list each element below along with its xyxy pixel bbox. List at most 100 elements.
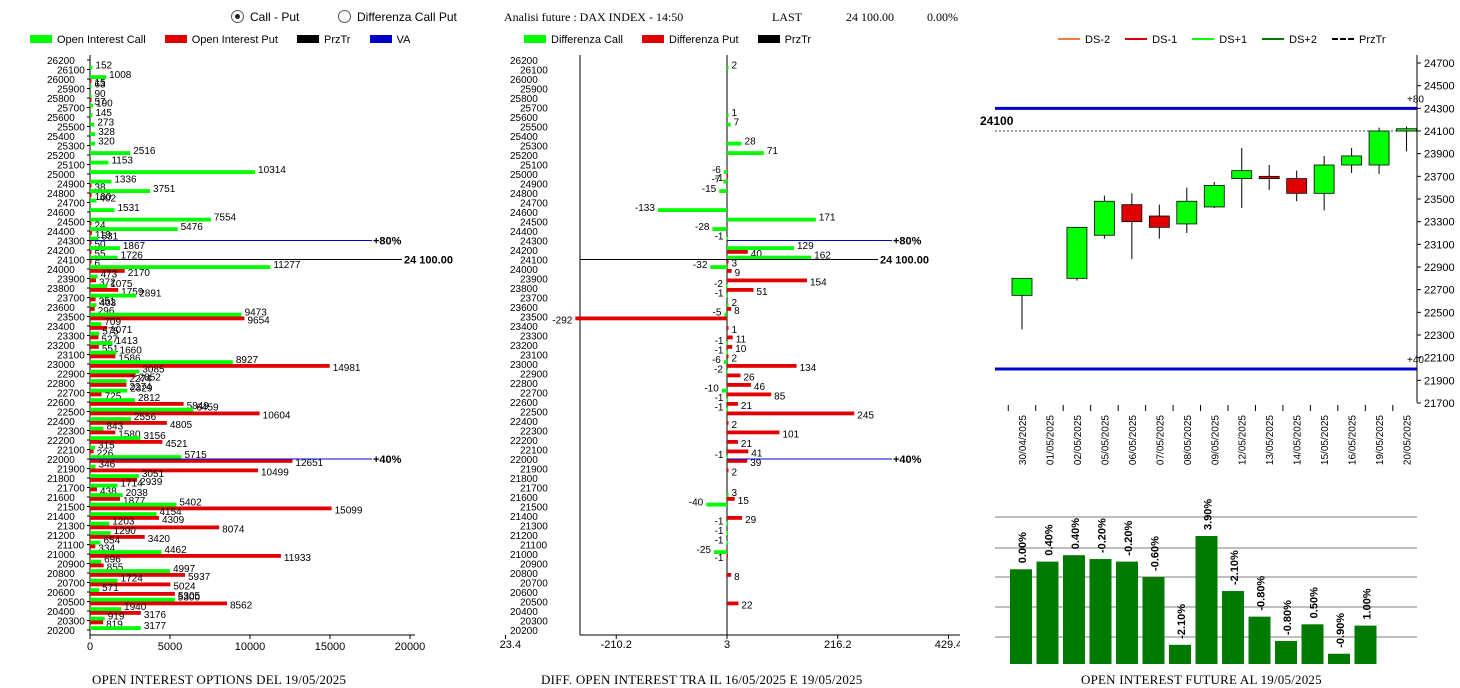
y-tick-label: 24200	[47, 246, 75, 257]
y-tick-label: 21900	[520, 465, 548, 476]
call-value-label: 3156	[143, 431, 166, 442]
price-line-label: 24100	[980, 114, 1014, 128]
call-value-label: 402	[99, 194, 116, 205]
call-value-label: 8927	[236, 355, 259, 366]
put-bar	[90, 601, 227, 606]
put-bar	[90, 250, 92, 254]
call-value-label: 10314	[258, 165, 286, 176]
diff-put-label: 3	[732, 259, 738, 270]
put-bar	[90, 364, 330, 368]
diff-call-label: -1	[715, 517, 724, 528]
price-tick-label: 23300	[1424, 217, 1455, 229]
y-tick-label: 25100	[57, 161, 85, 172]
y-tick-label: 23900	[57, 275, 85, 286]
put-value-label: 5305	[178, 591, 201, 602]
y-tick-label: 22500	[520, 408, 548, 419]
put-bar	[90, 430, 116, 435]
put-bar	[90, 611, 141, 615]
call-bar	[90, 265, 271, 269]
put-bar	[90, 307, 95, 311]
candle-down	[1148, 215, 1170, 228]
y-tick-label: 25700	[57, 104, 85, 115]
y-tick-label: 25100	[520, 161, 548, 172]
put-bar	[90, 468, 258, 473]
diff-call-bar	[727, 151, 764, 155]
diff-call-bar	[723, 179, 727, 184]
diff-put-label: 21	[741, 439, 753, 450]
legend-left: Open Interest Call Open Interest Put Prz…	[30, 33, 410, 47]
put-bar	[90, 269, 125, 273]
diff-put-bar	[727, 468, 729, 473]
legend-item-ds-1: DS-1	[1125, 34, 1177, 46]
pct-bar	[1222, 591, 1244, 664]
call-value-label: 5476	[181, 222, 204, 233]
call-value-label: 4462	[164, 545, 187, 556]
diff-put-bar	[727, 449, 749, 454]
call-bar	[90, 303, 97, 307]
diff-put-label: 51	[756, 287, 768, 298]
call-bar	[90, 398, 135, 402]
pct-bar	[1301, 624, 1324, 664]
diff-put-bar	[727, 354, 729, 359]
put-value-label: 11933	[284, 553, 312, 564]
diff-put-label: 40	[751, 249, 763, 260]
candle-up	[1176, 200, 1198, 225]
diff-call-label: -1	[715, 403, 724, 414]
diff-put-label: 26	[744, 373, 756, 384]
candle-up	[1396, 128, 1417, 132]
y-tick-label: 21400	[47, 512, 75, 523]
pct-bar	[1063, 555, 1085, 664]
call-bar	[90, 597, 175, 602]
put-value-label: 4805	[170, 420, 193, 431]
pct-label: 0.00%	[1017, 532, 1029, 563]
diff-put-label: 2	[732, 354, 738, 365]
call-value-label: 1336	[114, 175, 137, 186]
date-tick-label: 02/05/2025	[1073, 415, 1084, 465]
y-tick-label: 25400	[47, 132, 75, 143]
diff-call-label: -133	[635, 203, 655, 214]
diff-put-bar	[727, 497, 735, 501]
y-tick-label: 20300	[57, 617, 85, 628]
diff-call-bar	[721, 388, 727, 393]
open-interest-diff-chart: 2620026100260002590025800257002560025500…	[500, 55, 960, 651]
date-tick-label: 07/05/2025	[1155, 415, 1166, 465]
put-bar	[90, 497, 121, 501]
diff-put-label: 15	[738, 496, 750, 507]
put-bar	[90, 554, 281, 558]
put-bar	[90, 193, 92, 197]
pct-label: 0.40%	[1044, 524, 1056, 555]
call-value-label: 273	[97, 118, 114, 129]
y-tick-label: 20700	[57, 579, 85, 590]
date-tick-label: 12/05/2025	[1238, 415, 1249, 465]
date-tick-label: 08/05/2025	[1183, 415, 1194, 465]
diff-put-bar	[727, 269, 732, 273]
diff-put-bar	[727, 326, 729, 330]
y-tick-label: 20500	[520, 598, 548, 609]
radio-call-put[interactable]: Call - Put	[231, 8, 299, 26]
put-bar	[90, 563, 104, 568]
price-tick-label: 22100	[1424, 353, 1455, 365]
call-bar	[90, 322, 102, 326]
footer-left: OPEN INTEREST OPTIONS DEL 19/05/2025	[92, 672, 347, 687]
candle-up	[1066, 226, 1088, 279]
y-tick-label: 23000	[510, 360, 538, 371]
put-value-label: 2939	[140, 477, 163, 488]
call-value-label: 709	[104, 317, 121, 328]
put-bar	[90, 288, 119, 292]
call-value-label: 2891	[139, 289, 162, 300]
diff-put-bar	[727, 373, 741, 378]
diff-put-label: 8	[734, 572, 740, 583]
put-bar	[90, 516, 159, 520]
diff-call-label: 2	[732, 298, 738, 309]
put-bar	[90, 459, 293, 463]
last-value: 24 100.00	[846, 10, 894, 24]
put-value-label: 2170	[128, 268, 151, 279]
y-tick-label: 25800	[510, 94, 538, 105]
y-tick-label: 24600	[47, 208, 75, 219]
put-value-label: 226	[97, 449, 114, 460]
radio-differenza[interactable]: Differenza Call Put	[338, 8, 457, 26]
put-value-label: 2274	[129, 382, 152, 393]
pct-label: -0.20%	[1123, 521, 1135, 556]
call-bar	[90, 274, 98, 279]
y-tick-label: 20400	[47, 607, 75, 618]
